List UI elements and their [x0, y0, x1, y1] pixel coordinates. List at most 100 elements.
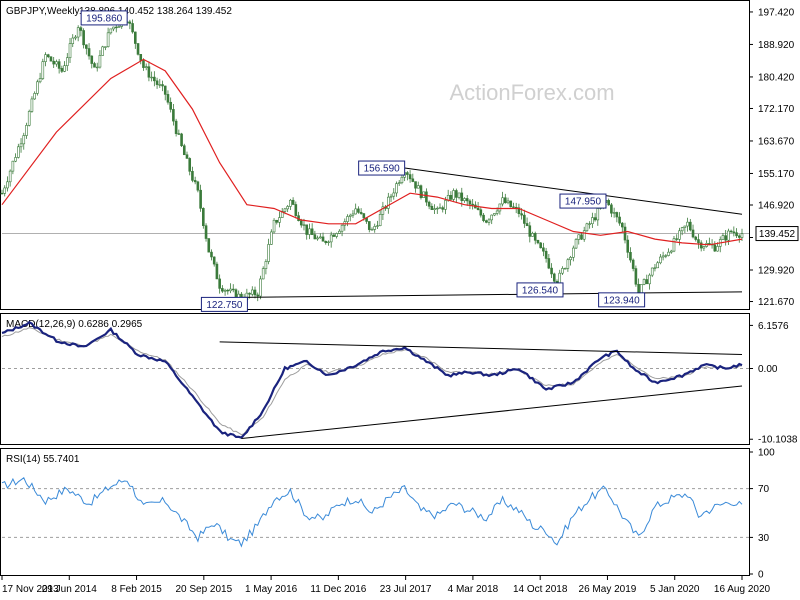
candle-body-61 [166, 94, 170, 103]
candle-body-48 [131, 23, 134, 33]
candle-body-206 [561, 268, 564, 274]
candle-body-76 [207, 238, 211, 253]
candle-body-22 [60, 68, 64, 72]
candle-body-92 [250, 289, 254, 295]
candle-body-0 [0, 192, 4, 195]
price-annotation-label-0: 195.860 [86, 13, 123, 24]
candle-body-191 [520, 213, 523, 216]
rsi-title: RSI(14) 55.7401 [6, 454, 80, 465]
candle-body-208 [566, 259, 570, 269]
candle-body-265 [721, 235, 725, 240]
candle-body-256 [697, 239, 700, 244]
candle-body-34 [93, 63, 96, 68]
candle-body-231 [629, 252, 632, 261]
candle-body-93 [253, 289, 257, 296]
candle-body-37 [101, 46, 104, 56]
x-tick-label-5: 11 Dec 2016 [310, 584, 366, 595]
candle-body-52 [142, 60, 145, 68]
candle-body-120 [327, 241, 330, 244]
candle-body-176 [479, 209, 483, 216]
candle-body-97 [264, 261, 268, 269]
price-y-tick-label-0: 197.420 [758, 7, 795, 18]
candle-body-209 [569, 257, 572, 261]
price-annotation-box-5 [200, 296, 248, 312]
candle-body-200 [544, 250, 548, 259]
candle-body-243 [661, 255, 665, 258]
macd-line [1, 320, 743, 439]
candle-body-234 [637, 283, 640, 294]
candle-body-119 [324, 240, 328, 244]
candle-body-68 [185, 154, 189, 159]
candle-body-182 [495, 210, 499, 214]
price-layer: 197.420 188.920 180.420 172.170 163.670 155.1… [0, 7, 799, 312]
x-tick-label-3: 20 Sep 2015 [175, 584, 232, 595]
candle-body-39 [106, 32, 110, 48]
candle-body-246 [669, 250, 673, 253]
candle-body-140 [381, 206, 385, 215]
candle-body-20 [55, 61, 58, 65]
candle-body-236 [642, 279, 646, 285]
candle-body-113 [308, 228, 311, 235]
candle-body-247 [672, 238, 676, 252]
price-y-tick-label-4: 163.670 [758, 136, 795, 147]
rsi-y-tick-label-0: 100 [758, 448, 775, 459]
price-y-tick-label-5: 155.170 [758, 169, 795, 180]
candle-body-83 [226, 289, 230, 292]
candle-body-96 [261, 268, 265, 280]
candle-body-19 [52, 60, 55, 65]
candle-body-28 [76, 27, 80, 38]
candle-body-145 [395, 183, 398, 194]
candle-body-239 [650, 267, 654, 276]
candle-body-127 [346, 216, 349, 222]
candle-body-238 [648, 274, 651, 285]
candle-body-129 [351, 213, 355, 216]
candle-body-168 [457, 192, 461, 198]
candle-body-59 [161, 84, 164, 87]
candle-body-149 [406, 172, 409, 175]
candle-body-235 [640, 284, 643, 294]
macd-layer: 6.1576 0.00 -10.1038 [1, 320, 798, 446]
candle-body-112 [305, 224, 309, 235]
candle-body-60 [163, 85, 167, 95]
candle-body-132 [359, 212, 363, 214]
candle-body-257 [699, 242, 703, 249]
candle-body-23 [63, 65, 66, 72]
candle-body-216 [588, 223, 591, 225]
candle-body-157 [427, 201, 431, 207]
candle-body-118 [321, 236, 325, 242]
candle-body-25 [68, 43, 72, 59]
candle-body-181 [493, 213, 496, 216]
candle-body-195 [531, 233, 534, 237]
candle-body-212 [577, 234, 581, 240]
price-y-tick-label-2: 180.420 [758, 72, 795, 83]
candle-body-188 [512, 206, 515, 208]
candle-body-163 [444, 200, 447, 210]
candle-body-228 [620, 222, 624, 228]
candle-body-121 [329, 234, 333, 243]
candle-body-142 [387, 196, 390, 209]
candle-body-110 [299, 220, 303, 226]
x-tick-label-11: 16 Aug 2020 [714, 584, 771, 595]
candle-body-15 [41, 61, 45, 79]
current-price-label: 139.452 [759, 229, 796, 240]
candle-body-158 [430, 205, 434, 211]
candle-body-172 [468, 200, 472, 205]
candle-body-253 [689, 221, 692, 231]
candle-body-263 [716, 246, 719, 252]
candle-body-201 [547, 258, 551, 269]
candle-body-203 [552, 273, 556, 282]
candle-body-178 [484, 220, 488, 223]
candle-body-215 [585, 223, 589, 232]
candle-body-270 [735, 232, 738, 237]
price-panel-frame [0, 0, 750, 310]
price-annotation-box-1 [358, 160, 406, 176]
price-annotation-label-2: 147.950 [565, 197, 602, 208]
candle-body-70 [191, 171, 194, 181]
candle-body-187 [509, 200, 513, 208]
candle-body-9 [25, 125, 28, 136]
candle-body-11 [30, 98, 34, 112]
candle-body-137 [373, 226, 377, 230]
candle-body-38 [104, 46, 107, 48]
candle-body-185 [504, 197, 507, 204]
candle-body-35 [95, 66, 99, 69]
